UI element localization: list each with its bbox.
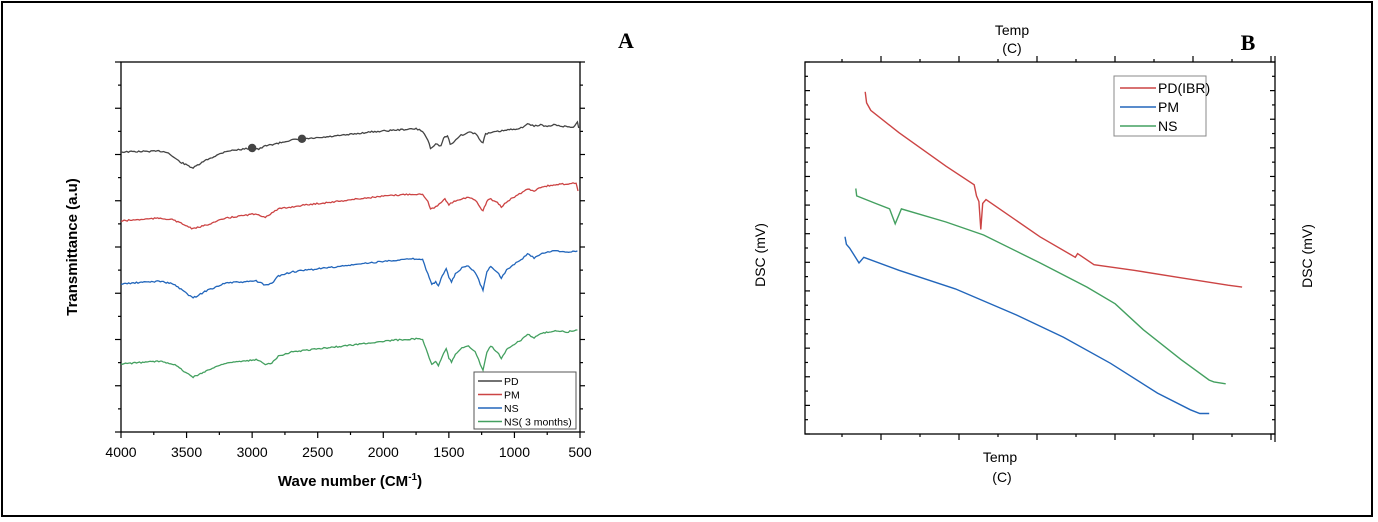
x-tick-label: 1500: [433, 444, 464, 460]
panel-a-y-axis-title: Transmittance (a.u): [64, 178, 81, 316]
panel-a-x-axis-title: Wave number (CM-1): [278, 472, 422, 490]
panel-b-series: [844, 91, 1243, 415]
panel-b-top-x-title-line1: Temp: [995, 22, 1029, 38]
legend-label: NS: [504, 403, 519, 415]
legend-label: PD: [504, 376, 519, 388]
panel-b-x-title-line2: (C): [992, 469, 1011, 485]
panel-b: B Temp (C) Temp (C) DSC (mV) DSC (mV) PD…: [752, 22, 1315, 485]
x-tick-label: 3000: [237, 444, 268, 460]
x-tick-label: 1000: [499, 444, 530, 460]
legend-label: PM: [1158, 99, 1179, 115]
series-line-pm: [844, 236, 1210, 415]
series-line-ns: [855, 188, 1226, 385]
x-tick-label: 500: [568, 444, 592, 460]
data-marker: [247, 143, 257, 153]
series-line-pd: [120, 120, 580, 170]
panel-b-x-title-line1: Temp: [983, 449, 1017, 465]
panel-b-right-y-axis-title: DSC (mV): [1299, 224, 1315, 288]
panel-b-letter: B: [1241, 30, 1256, 55]
x-tick-label: 4000: [105, 444, 136, 460]
panel-a-x-tick-labels: 4000 3500 3000 2500 2000 1500 1000 500: [105, 444, 591, 460]
x-tick-label: 2500: [302, 444, 333, 460]
legend-label: NS: [1158, 118, 1177, 134]
series-line-pm: [121, 182, 579, 230]
series-line-ns: [120, 249, 578, 299]
panel-a-ticks: [115, 61, 585, 438]
panel-b-legend: PD(IBR) PM NS: [1113, 75, 1210, 137]
data-marker: [297, 134, 307, 143]
x-tick-label: 2000: [368, 444, 399, 460]
series-line-pd-ibr-: [864, 91, 1243, 288]
panel-a-series: [120, 120, 580, 379]
legend-label: PM: [504, 390, 520, 402]
panel-b-y-axis-title: DSC (mV): [752, 223, 768, 287]
panel-b-ticks: [805, 56, 1276, 442]
legend-label: PD(IBR): [1158, 80, 1210, 96]
panel-a: A 4000 3500 3000 2500 2000 1500 1000 500 Wave n…: [64, 28, 634, 490]
panel-b-top-x-title-line2: (C): [1002, 40, 1021, 56]
series-line-ns-3-months-: [120, 329, 578, 379]
x-tick-label: 3500: [171, 444, 202, 460]
legend-label: NS( 3 months): [504, 417, 572, 429]
panel-a-letter: A: [618, 28, 634, 53]
